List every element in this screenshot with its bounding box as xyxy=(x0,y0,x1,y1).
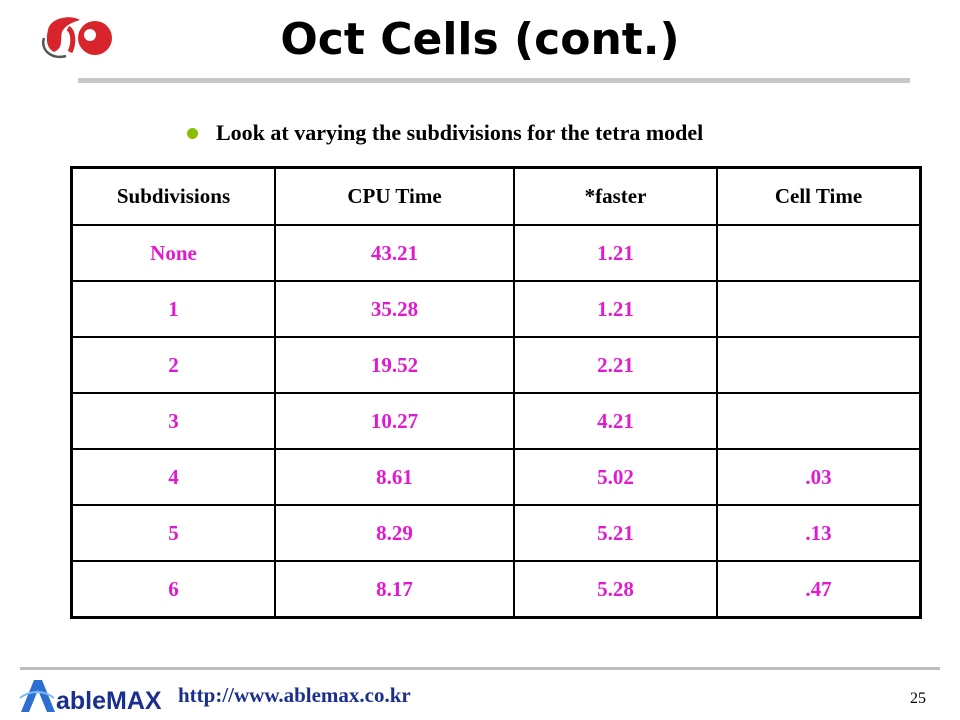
table-row: 4 8.61 5.02 .03 xyxy=(70,448,922,506)
page-number: 25 xyxy=(910,690,926,707)
table-row: 2 19.52 2.21 xyxy=(70,336,922,394)
bullet-dot-icon xyxy=(187,127,198,139)
header-cpu-time: CPU Time xyxy=(274,166,515,226)
subdivision-table: Subdivisions CPU Time *faster Cell Time … xyxy=(70,166,922,619)
table-cell: 8.17 xyxy=(274,560,515,619)
table-cell xyxy=(716,224,922,282)
table-row: 5 8.29 5.21 .13 xyxy=(70,504,922,562)
title-divider xyxy=(78,78,910,83)
footer-divider xyxy=(20,667,940,670)
table-cell xyxy=(716,280,922,338)
table-cell: 10.27 xyxy=(274,392,515,450)
table-cell: 43.21 xyxy=(274,224,515,282)
table-row: 3 10.27 4.21 xyxy=(70,392,922,450)
website-link[interactable]: http://www.ablemax.co.kr xyxy=(178,683,411,707)
table-cell: .03 xyxy=(716,448,922,506)
table-cell xyxy=(716,336,922,394)
table-cell: 2 xyxy=(70,336,276,394)
header-faster: *faster xyxy=(513,166,718,226)
table-cell: .47 xyxy=(716,560,922,619)
table-row: None 43.21 1.21 xyxy=(70,224,922,282)
table-cell: 5 xyxy=(70,504,276,562)
table-cell: 1.21 xyxy=(513,224,718,282)
table-cell: 1 xyxy=(70,280,276,338)
table-cell: 5.28 xyxy=(513,560,718,619)
table-cell xyxy=(716,392,922,450)
table-cell: 1.21 xyxy=(513,280,718,338)
header-subdivisions: Subdivisions xyxy=(70,166,276,226)
table-cell: 35.28 xyxy=(274,280,515,338)
table-cell: 4.21 xyxy=(513,392,718,450)
table-cell: 5.21 xyxy=(513,504,718,562)
table-cell: 8.61 xyxy=(274,448,515,506)
company-logo-icon xyxy=(41,17,112,59)
slide-title: Oct Cells (cont.) xyxy=(280,14,680,65)
ablemax-logo: ableMAX xyxy=(19,680,162,714)
table-cell: .13 xyxy=(716,504,922,562)
table-cell: 8.29 xyxy=(274,504,515,562)
bullet-text: Look at varying the subdivisions for the… xyxy=(216,120,704,145)
table-row: 6 8.17 5.28 .47 xyxy=(70,560,922,619)
brand-wordmark: ableMAX xyxy=(56,687,162,714)
bullet-item: Look at varying the subdivisions for the… xyxy=(187,120,703,146)
table-header-row: Subdivisions CPU Time *faster Cell Time xyxy=(70,166,922,226)
table-cell: 19.52 xyxy=(274,336,515,394)
table-cell: 2.21 xyxy=(513,336,718,394)
table-cell: None xyxy=(70,224,276,282)
table-row: 1 35.28 1.21 xyxy=(70,280,922,338)
header-cell-time: Cell Time xyxy=(716,166,922,226)
table-cell: 6 xyxy=(70,560,276,619)
table-cell: 5.02 xyxy=(513,448,718,506)
table-cell: 4 xyxy=(70,448,276,506)
table-cell: 3 xyxy=(70,392,276,450)
